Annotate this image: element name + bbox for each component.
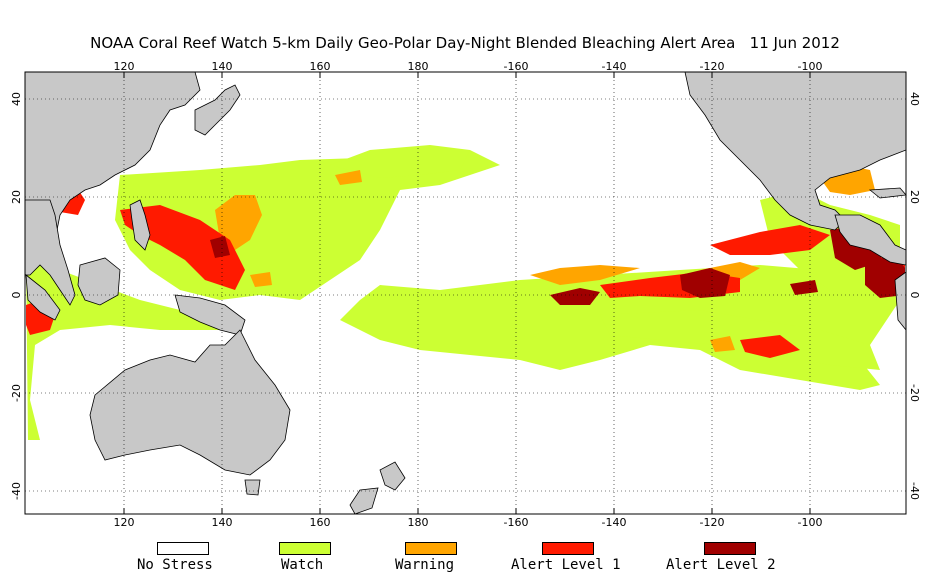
philippines-landmass	[129, 199, 151, 251]
australia-landmass	[89, 329, 291, 476]
axis-ticks	[123, 72, 811, 514]
lat-label-left: -20	[10, 384, 23, 402]
lon-label-bottom: -160	[504, 516, 529, 529]
lat-label-left: 20	[10, 190, 23, 204]
legend-swatch	[157, 542, 209, 555]
lon-label-bottom: -140	[602, 516, 627, 529]
lon-label-top: 160	[310, 60, 331, 73]
legend-label: Alert Level 2	[666, 557, 776, 573]
japan-landmass	[194, 84, 241, 136]
lat-label-right: 40	[908, 92, 921, 106]
lon-label-top: -100	[798, 60, 823, 73]
lat-label-right: 20	[908, 190, 921, 204]
lon-label-top: -160	[504, 60, 529, 73]
map-frame	[24, 71, 907, 515]
sumatra-landmass	[25, 274, 61, 321]
legend-label: Alert Level 1	[511, 557, 621, 573]
lon-label-top: 180	[408, 60, 429, 73]
indochina-landmass	[24, 199, 76, 306]
legend-label: No Stress	[137, 557, 213, 573]
lon-label-bottom: 160	[310, 516, 331, 529]
lon-label-bottom: 120	[114, 516, 135, 529]
legend-swatch	[405, 542, 457, 555]
lon-label-top: -140	[602, 60, 627, 73]
lon-label-bottom: -100	[798, 516, 823, 529]
legend-label: Warning	[395, 557, 455, 573]
lon-label-top: -120	[700, 60, 725, 73]
lat-label-right: 0	[908, 292, 921, 299]
legend-swatch	[542, 542, 594, 555]
grid-lines	[25, 72, 906, 514]
legend-swatch	[279, 542, 331, 555]
legend-swatch	[704, 542, 756, 555]
lat-label-left: 0	[10, 292, 23, 299]
tasmania-landmass	[244, 479, 261, 496]
lon-label-top: 140	[212, 60, 233, 73]
map-title: NOAA Coral Reef Watch 5-km Daily Geo-Pol…	[90, 34, 840, 52]
new-zealand-landmass	[349, 461, 406, 515]
legend-label: Watch	[281, 557, 324, 573]
lat-label-right: -20	[908, 384, 921, 402]
land-masses	[24, 71, 907, 515]
bleaching-alert-map: 120 140 160 180 -160 -140 -120 -100 120 …	[10, 60, 921, 529]
lat-label-right: -40	[908, 482, 921, 500]
lat-label-left: -40	[10, 482, 23, 500]
lat-label-left: 40	[10, 92, 23, 106]
lon-label-bottom: 180	[408, 516, 429, 529]
lon-label-bottom: 140	[212, 516, 233, 529]
lon-label-bottom: -120	[700, 516, 725, 529]
borneo-landmass	[77, 257, 121, 306]
lon-label-top: 120	[114, 60, 135, 73]
